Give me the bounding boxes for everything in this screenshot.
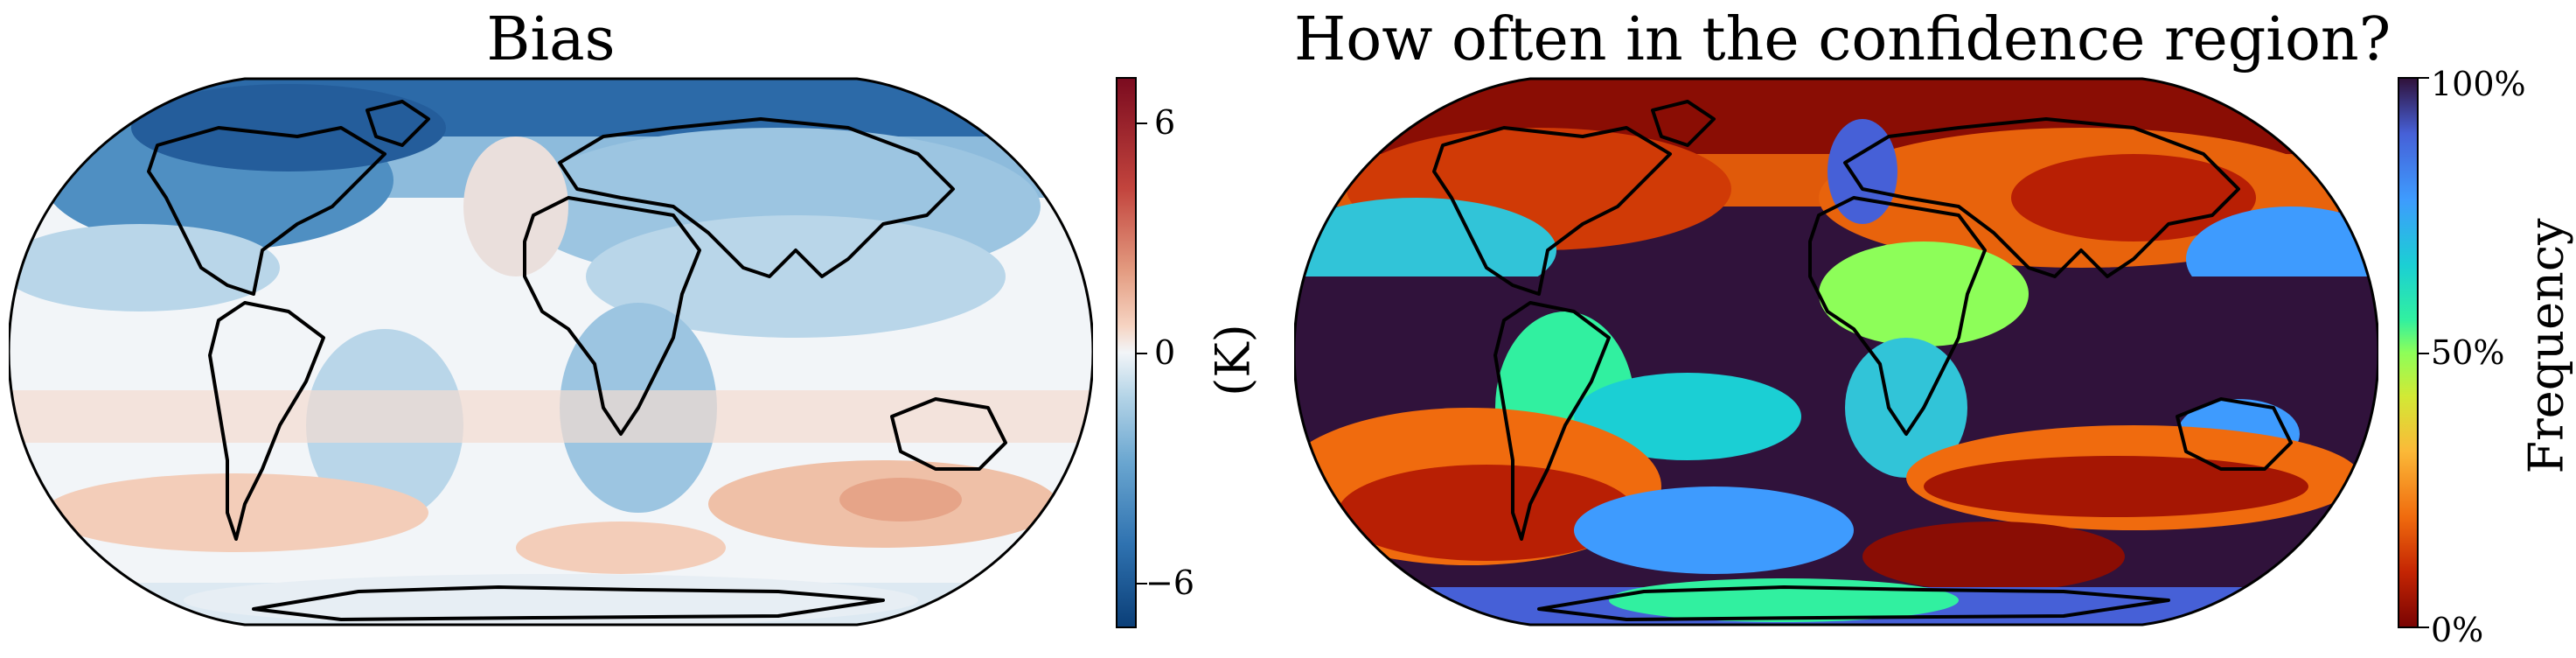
coverage-colorbar-tickmark bbox=[2419, 353, 2429, 354]
bias-colorbar bbox=[1116, 77, 1137, 628]
coverage-colorbar-tick-0: 0% bbox=[2431, 611, 2484, 649]
coverage-colorbar-tickmark bbox=[2419, 77, 2429, 79]
coverage-coastlines bbox=[1432, 100, 2293, 621]
bias-coastlines bbox=[147, 100, 1007, 621]
bias-colorbar-tick-6: 6 bbox=[1154, 103, 1176, 142]
bias-colorbar-tickmark bbox=[1137, 353, 1147, 354]
bias-colorbar-tickmark bbox=[1137, 122, 1147, 124]
bias-map-title: Bias bbox=[486, 5, 616, 74]
bias-colorbar-tick-0: 0 bbox=[1154, 333, 1176, 372]
bias-map bbox=[9, 77, 1093, 626]
coverage-colorbar-tickmark bbox=[2419, 626, 2429, 628]
coverage-map-frame bbox=[1294, 77, 2378, 626]
coverage-colorbar-tick-100: 100% bbox=[2431, 65, 2526, 103]
bias-colorbar-tick-minus6: −6 bbox=[1145, 564, 1195, 602]
coverage-field bbox=[1294, 79, 2378, 625]
bias-map-frame bbox=[9, 77, 1093, 626]
coverage-colorbar-tick-50: 50% bbox=[2431, 333, 2505, 372]
coverage-map bbox=[1294, 77, 2378, 626]
coverage-map-title: How often in the confidence region? bbox=[1294, 5, 2392, 74]
bias-field bbox=[9, 79, 1093, 625]
coverage-colorbar bbox=[2398, 77, 2419, 628]
coverage-colorbar-label: Frequency bbox=[2518, 218, 2574, 474]
bias-colorbar-label: (K) bbox=[1205, 324, 1261, 396]
bias-colorbar-tickmark bbox=[1137, 583, 1147, 584]
